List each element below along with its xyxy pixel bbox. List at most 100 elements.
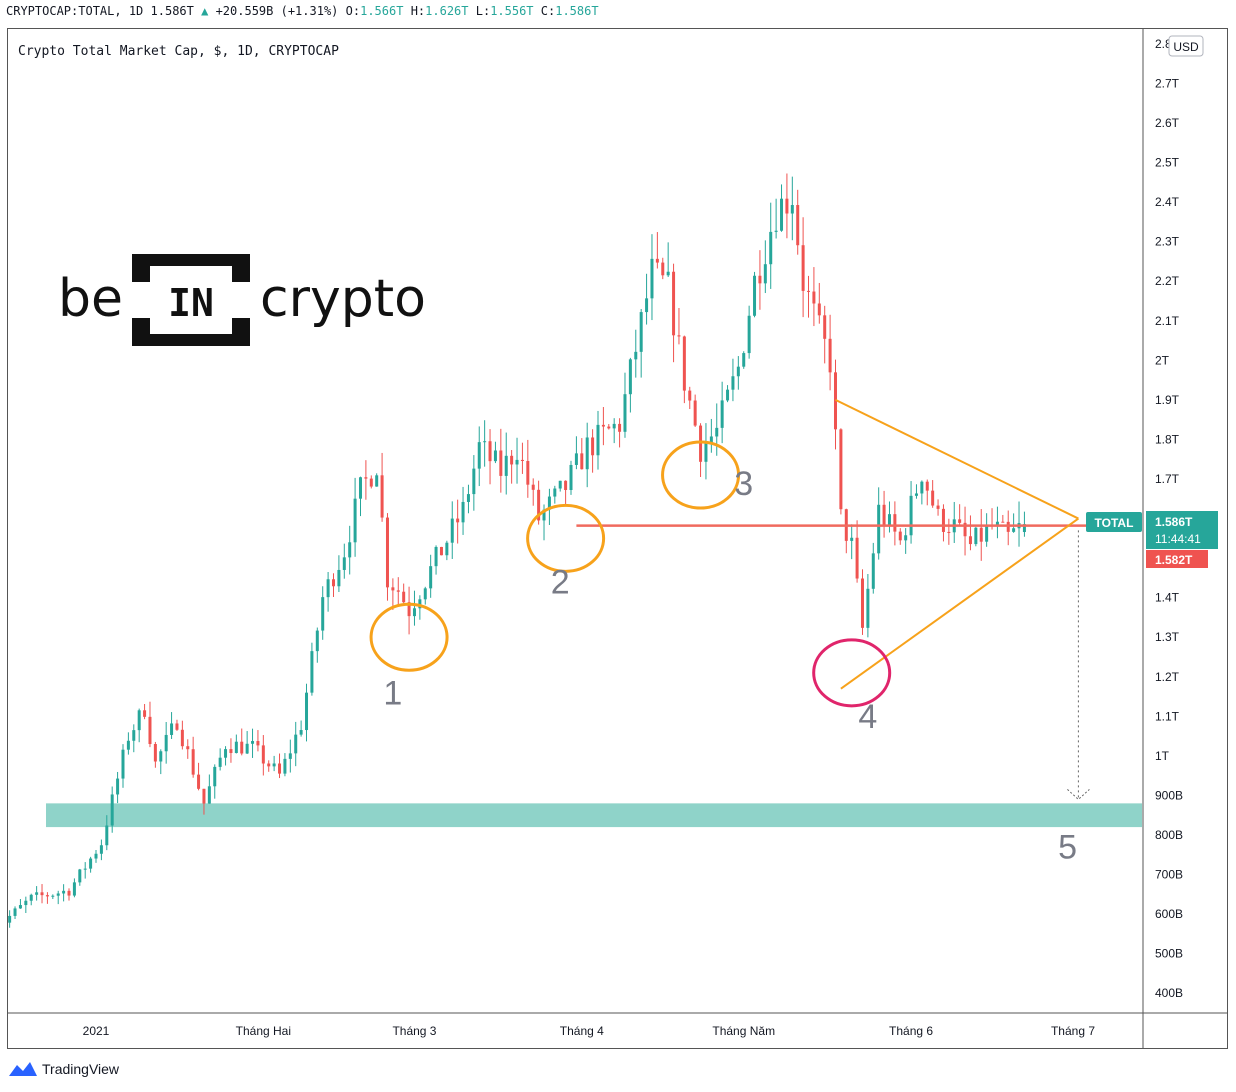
currency-label[interactable]: USD	[1173, 40, 1199, 54]
candle[interactable]	[105, 815, 109, 851]
candle[interactable]	[860, 569, 864, 635]
candle[interactable]	[855, 520, 859, 583]
candle[interactable]	[315, 627, 319, 663]
footer-brand-label[interactable]: TradingView	[42, 1061, 120, 1077]
highlight-circle-2[interactable]	[526, 503, 606, 573]
candle[interactable]	[197, 762, 201, 791]
candle[interactable]	[207, 774, 211, 804]
candle[interactable]	[423, 586, 427, 605]
candle[interactable]	[493, 441, 497, 464]
candle[interactable]	[202, 788, 206, 815]
candle[interactable]	[979, 509, 983, 561]
candle[interactable]	[553, 485, 557, 504]
candle[interactable]	[353, 477, 357, 557]
candle[interactable]	[537, 480, 541, 525]
candle[interactable]	[688, 386, 692, 410]
candle[interactable]	[364, 460, 368, 500]
candle[interactable]	[807, 275, 811, 318]
candle[interactable]	[963, 506, 967, 556]
candle[interactable]	[72, 878, 76, 898]
candle[interactable]	[229, 738, 233, 763]
candle[interactable]	[213, 764, 217, 799]
candle[interactable]	[510, 450, 514, 484]
candle[interactable]	[726, 385, 730, 403]
candle[interactable]	[515, 437, 519, 484]
candle[interactable]	[866, 574, 870, 638]
candle[interactable]	[520, 442, 524, 474]
candle[interactable]	[45, 892, 49, 904]
candle[interactable]	[8, 910, 12, 928]
candle[interactable]	[191, 736, 195, 778]
candle[interactable]	[132, 724, 136, 753]
candle[interactable]	[224, 746, 228, 766]
candle[interactable]	[817, 282, 821, 324]
candle[interactable]	[812, 267, 816, 327]
candle[interactable]	[310, 642, 314, 696]
candle[interactable]	[67, 888, 71, 901]
candle[interactable]	[1022, 511, 1026, 537]
candle[interactable]	[623, 372, 627, 438]
candle[interactable]	[639, 309, 643, 378]
candle[interactable]	[348, 525, 352, 575]
candle[interactable]	[591, 429, 595, 473]
candle[interactable]	[882, 490, 886, 538]
candle[interactable]	[62, 884, 66, 902]
candle[interactable]	[240, 728, 244, 756]
highlight-circle-3[interactable]	[661, 440, 741, 510]
candle[interactable]	[434, 545, 438, 575]
candle[interactable]	[898, 528, 902, 545]
candle[interactable]	[99, 839, 103, 861]
candle[interactable]	[1001, 514, 1005, 523]
candle[interactable]	[796, 189, 800, 255]
candle[interactable]	[801, 217, 805, 318]
candle[interactable]	[914, 484, 918, 499]
candle[interactable]	[488, 429, 492, 485]
footer-brand[interactable]: TradingView	[8, 1058, 119, 1080]
candle[interactable]	[110, 786, 114, 833]
candle[interactable]	[850, 524, 854, 560]
candle[interactable]	[369, 475, 373, 489]
candle[interactable]	[175, 719, 179, 731]
candle[interactable]	[29, 893, 33, 906]
candle[interactable]	[251, 728, 255, 758]
candle[interactable]	[121, 744, 125, 788]
candle[interactable]	[893, 501, 897, 546]
candle[interactable]	[947, 518, 951, 545]
highlight-circle-1[interactable]	[369, 602, 449, 672]
candle[interactable]	[531, 478, 535, 506]
candle[interactable]	[126, 732, 130, 755]
candle[interactable]	[272, 755, 276, 772]
candle[interactable]	[18, 899, 22, 909]
candle[interactable]	[483, 420, 487, 467]
candle[interactable]	[283, 753, 287, 777]
candle[interactable]	[153, 741, 157, 768]
candle[interactable]	[407, 586, 411, 635]
candle[interactable]	[1017, 501, 1021, 547]
candle[interactable]	[634, 329, 638, 378]
candle[interactable]	[925, 479, 929, 506]
candle[interactable]	[709, 418, 713, 453]
candle[interactable]	[580, 438, 584, 470]
candle[interactable]	[375, 473, 379, 487]
candle[interactable]	[666, 242, 670, 278]
candle[interactable]	[607, 424, 611, 430]
candle[interactable]	[968, 515, 972, 551]
candle[interactable]	[385, 513, 389, 601]
candle[interactable]	[920, 480, 924, 505]
candle[interactable]	[13, 906, 17, 920]
candle[interactable]	[720, 381, 724, 444]
candle[interactable]	[628, 357, 632, 413]
candle[interactable]	[170, 712, 174, 739]
candle[interactable]	[321, 586, 325, 640]
candle[interactable]	[672, 263, 676, 363]
candle[interactable]	[456, 499, 460, 544]
candle[interactable]	[332, 573, 336, 597]
candle[interactable]	[89, 856, 93, 873]
candle[interactable]	[326, 572, 330, 612]
candle[interactable]	[40, 884, 44, 904]
candle[interactable]	[974, 526, 978, 547]
candle[interactable]	[871, 542, 875, 594]
candle[interactable]	[445, 540, 449, 561]
candle[interactable]	[137, 708, 141, 743]
